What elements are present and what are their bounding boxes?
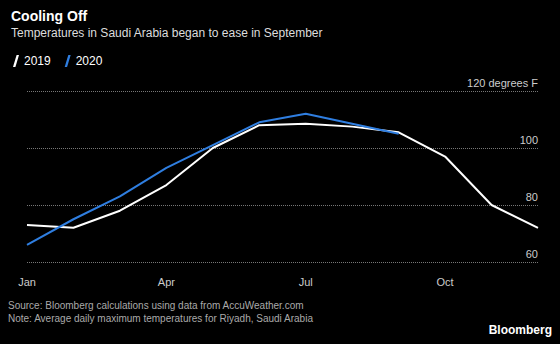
svg-text:Jul: Jul bbox=[299, 276, 313, 288]
svg-text:2019: 2019 bbox=[24, 54, 51, 68]
svg-text:Cooling Off: Cooling Off bbox=[11, 8, 88, 24]
svg-text:Source: Bloomberg calculations: Source: Bloomberg calculations using dat… bbox=[8, 300, 304, 311]
svg-text:Apr: Apr bbox=[158, 276, 175, 288]
svg-text:Jan: Jan bbox=[18, 276, 36, 288]
svg-text:100: 100 bbox=[520, 134, 538, 146]
svg-text:2020: 2020 bbox=[76, 54, 103, 68]
svg-text:Oct: Oct bbox=[437, 276, 454, 288]
svg-text:120 degrees F: 120 degrees F bbox=[467, 77, 538, 89]
svg-text:Temperatures in Saudi Arabia b: Temperatures in Saudi Arabia began to ea… bbox=[11, 26, 323, 40]
svg-text:Note: Average daily maximum te: Note: Average daily maximum temperatures… bbox=[8, 313, 313, 324]
svg-text:60: 60 bbox=[526, 248, 538, 260]
svg-text:80: 80 bbox=[526, 191, 538, 203]
svg-text:Bloomberg: Bloomberg bbox=[489, 323, 552, 337]
